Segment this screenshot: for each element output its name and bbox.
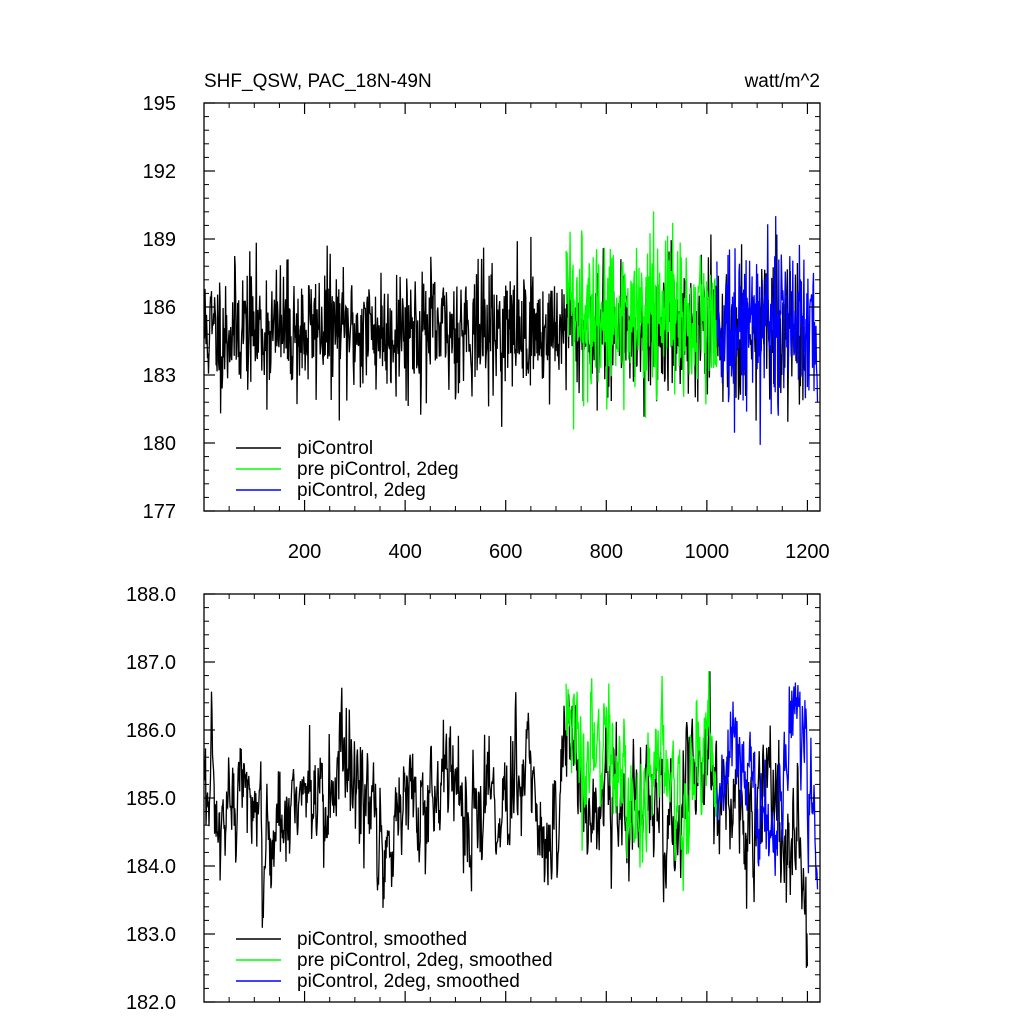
- series-line-2: [565, 211, 718, 430]
- series-line-1: [203, 671, 809, 968]
- legend-label: piControl, 2deg, smoothed: [297, 971, 520, 992]
- top-panel: SHF_QSW, PAC_18N-49N watt/m^2 1771801831…: [143, 71, 830, 563]
- x-tick-label: 400: [388, 541, 421, 563]
- y-tick-label: 189: [143, 229, 176, 251]
- y-tick-label: 177: [143, 501, 176, 523]
- x-tick-label: 600: [489, 541, 522, 563]
- series-group: [203, 670, 819, 968]
- y-tick-label: 180: [143, 433, 176, 455]
- y-tick-label: 192: [143, 161, 176, 183]
- y-tick-label: 183.0: [126, 924, 176, 946]
- bottom-panel: 182.0 183.0 184.0 185.0 186.0 187.0 188.0 piCo…: [126, 584, 821, 1014]
- series-line-2: [565, 670, 718, 892]
- y-tick-label: 184.0: [126, 856, 176, 878]
- legend-label: piControl: [297, 438, 373, 459]
- y-tick-label: 183: [143, 365, 176, 387]
- series-line-3: [716, 216, 819, 445]
- units-label: watt/m^2: [744, 71, 820, 92]
- series-line-3: [716, 682, 819, 890]
- y-tick-label: 187.0: [126, 652, 176, 674]
- x-tick-label: 1000: [685, 541, 730, 563]
- x-tick-label: 1200: [785, 541, 830, 563]
- x-tick-label: 800: [590, 541, 623, 563]
- axes-group: 182.0 183.0 184.0 185.0 186.0 187.0 188.0: [126, 584, 820, 1014]
- y-tick-label: 185.0: [126, 788, 176, 810]
- x-tick-label: 200: [288, 541, 321, 563]
- legend-label: pre piControl, 2deg: [297, 459, 459, 480]
- legend-label: piControl, smoothed: [297, 929, 467, 950]
- legend-label: piControl, 2deg: [297, 480, 426, 501]
- y-tick-label: 182.0: [126, 992, 176, 1014]
- y-tick-label: 188.0: [126, 584, 176, 606]
- y-tick-label: 186: [143, 297, 176, 319]
- legend-label: pre piControl, 2deg, smoothed: [297, 950, 553, 971]
- series-line-1: [203, 234, 809, 427]
- y-tick-label: 186.0: [126, 720, 176, 742]
- axes-group: 177 180 183 186 189 192 195 200 400 600 800 1000 120…: [143, 93, 830, 563]
- series-group: [203, 211, 819, 445]
- y-tick-label: 195: [143, 93, 176, 115]
- chart-title: SHF_QSW, PAC_18N-49N: [204, 71, 432, 92]
